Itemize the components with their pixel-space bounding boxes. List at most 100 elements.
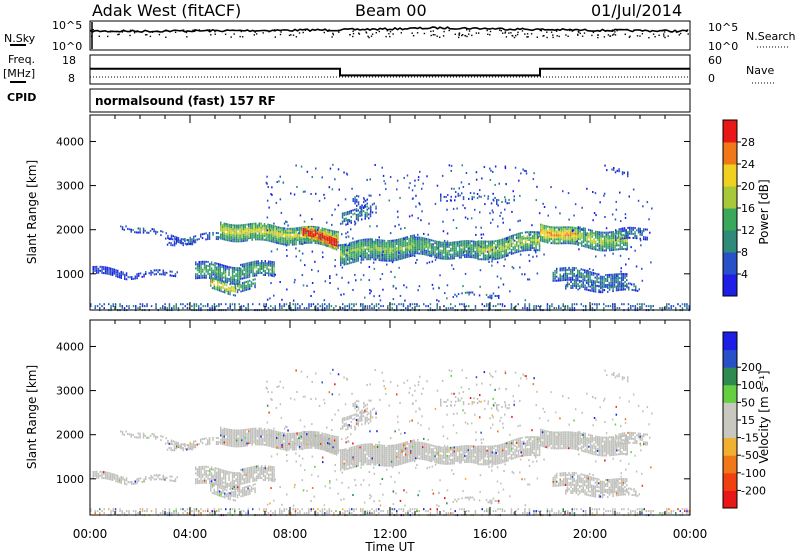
- power-cell: [430, 253, 433, 256]
- power-cell: [553, 307, 555, 310]
- power-cell: [362, 246, 365, 249]
- power-cell: [340, 248, 342, 251]
- velocity-cell: [106, 473, 108, 476]
- power-cell: [253, 224, 255, 227]
- power-cell: [443, 195, 445, 198]
- power-cell: [317, 307, 319, 310]
- power-cell: [330, 242, 332, 245]
- power-cell: [521, 243, 523, 246]
- power-cell: [571, 274, 574, 277]
- power-cell: [617, 230, 620, 233]
- power-cell: [617, 275, 619, 278]
- power-cell: [634, 227, 636, 230]
- power-cell: [630, 232, 633, 235]
- power-y-axis-label: Slant Range [km]: [25, 160, 39, 264]
- velocity-cell: [191, 443, 193, 446]
- power-cell: [302, 237, 304, 240]
- power-cell: [524, 303, 526, 306]
- power-cell: [415, 248, 417, 251]
- power-cell: [348, 258, 351, 261]
- power-cell: [251, 238, 253, 241]
- velocity-cell: [103, 473, 105, 476]
- power-cell: [376, 239, 379, 241]
- power-cell: [227, 307, 229, 310]
- power-cell: [273, 263, 275, 266]
- power-cell: [387, 305, 389, 308]
- power-cell: [249, 237, 252, 239]
- power-cell: [478, 294, 481, 297]
- power-cell: [615, 289, 618, 292]
- power-cell: [588, 232, 590, 235]
- power-cell: [378, 251, 380, 254]
- power-cell: [316, 242, 318, 245]
- power-cell: [307, 225, 310, 228]
- power-cell: [208, 234, 211, 236]
- power-cell: [612, 277, 614, 280]
- power-cell: [265, 303, 267, 306]
- power-cell: [362, 240, 365, 243]
- power-cell: [203, 232, 205, 235]
- power-cell: [454, 305, 456, 308]
- power-cell: [232, 238, 234, 241]
- power-cell: [543, 226, 545, 229]
- power-cell: [369, 252, 372, 255]
- power-cell: [315, 305, 317, 308]
- power-cell: [627, 173, 629, 176]
- power-cell: [450, 247, 452, 250]
- power-cell: [371, 307, 373, 310]
- power-cell: [350, 209, 352, 212]
- power-cell: [391, 239, 393, 242]
- power-cell: [632, 228, 634, 231]
- power-cell: [593, 234, 595, 237]
- power-cell: [361, 256, 363, 259]
- power-cell: [581, 240, 583, 243]
- noise-dot: [624, 33, 626, 35]
- velocity-cell: [138, 477, 140, 480]
- power-cell: [357, 213, 359, 216]
- power-cell: [454, 199, 456, 202]
- power-cell: [304, 230, 306, 233]
- power-cell: [531, 247, 534, 249]
- power-cell: [379, 193, 381, 196]
- power-cell: [596, 281, 598, 283]
- velocity-cell: [189, 445, 191, 448]
- power-cell: [326, 307, 328, 310]
- power-cell: [111, 272, 114, 274]
- power-cell: [369, 240, 372, 243]
- power-cell: [211, 277, 214, 280]
- power-cell: [579, 287, 581, 290]
- power-cell: [622, 277, 624, 279]
- power-cell: [489, 296, 491, 299]
- power-cell: [393, 303, 396, 306]
- power-cell: [643, 303, 645, 306]
- power-cell: [591, 271, 593, 274]
- velocity-cell: [174, 442, 176, 445]
- power-cell: [573, 238, 575, 241]
- power-cell: [368, 217, 370, 220]
- power-cell: [648, 305, 650, 308]
- power-cell: [251, 232, 253, 235]
- power-cell: [467, 240, 469, 243]
- power-cell: [508, 202, 510, 205]
- power-cell: [620, 270, 622, 273]
- velocity-cell: [113, 473, 115, 476]
- power-cell: [357, 201, 360, 204]
- power-cell: [295, 235, 297, 238]
- power-cell: [224, 281, 226, 284]
- power-cell: [598, 239, 600, 242]
- power-cell: [436, 248, 438, 251]
- power-cell: [535, 247, 537, 250]
- power-cell: [269, 268, 272, 271]
- power-cell: [626, 286, 628, 289]
- power-cell: [361, 253, 363, 255]
- power-cell: [256, 224, 259, 227]
- power-cell: [636, 307, 639, 310]
- noise-dot: [115, 30, 117, 33]
- power-cell: [582, 227, 585, 230]
- power-cell: [207, 238, 209, 241]
- velocity-cell: [182, 449, 184, 452]
- power-cell: [612, 279, 614, 282]
- power-cell: [198, 307, 200, 310]
- power-cell: [605, 285, 607, 288]
- power-cell: [415, 236, 417, 239]
